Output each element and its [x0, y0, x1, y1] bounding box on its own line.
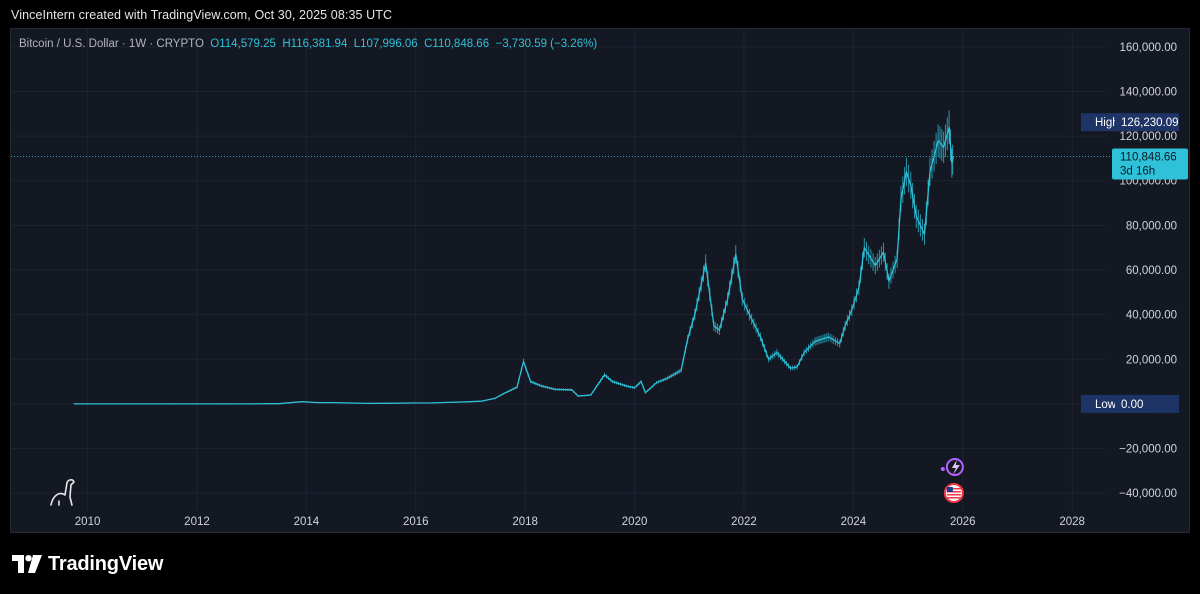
y-tick-label: 60,000.00 — [1126, 265, 1177, 277]
x-tick-label: 2016 — [403, 516, 429, 528]
low: Low 0.00 — [1081, 394, 1179, 413]
price-series-line — [73, 126, 955, 405]
x-tick-label: 2018 — [512, 516, 538, 528]
x-tick-label: 2026 — [950, 516, 976, 528]
us-flag-stripe — [946, 491, 961, 493]
high-value: 126,230.09 — [1121, 117, 1179, 129]
y-tick-label: 140,000.00 — [1119, 86, 1177, 98]
ohlc-change: −3,730.59 (−3.26%) — [495, 38, 598, 50]
flash-event-icon — [940, 458, 964, 476]
symbol-legend: Bitcoin / U.S. Dollar · 1W · CRYPTO O114… — [19, 38, 597, 50]
symbol-name: Bitcoin / U.S. Dollar · 1W · CRYPTO — [19, 38, 204, 50]
us-flag-stripe — [946, 494, 961, 496]
tradingview-brand: TradingView — [12, 552, 163, 576]
y-tick-label: −40,000.00 — [1119, 488, 1177, 500]
high-tag: High — [1095, 117, 1119, 129]
price-chart[interactable]: 2010 2012 2014 2016 2018 2020 2022 2024 2026 2028… — [11, 29, 1191, 534]
current-price-tag-bg — [1112, 148, 1188, 180]
x-tick-label: 2012 — [184, 516, 210, 528]
chart-caption: VinceIntern created with TradingView.com… — [11, 8, 393, 22]
current-price-value: 110,848.66 — [1120, 152, 1177, 164]
low-tag: Low — [1095, 399, 1117, 411]
dinosaur-outline — [50, 479, 75, 506]
low-value-bg — [1115, 394, 1179, 413]
tradingview-logo-icon — [12, 555, 42, 573]
y-tick-label: 20,000.00 — [1126, 354, 1177, 366]
flash-event-ring — [945, 458, 964, 476]
ohlc-close: C110,848.66 — [424, 38, 490, 50]
flash-event-bolt — [951, 460, 960, 475]
y-tick-label: −20,000.00 — [1119, 444, 1177, 456]
y-tick-label: 120,000.00 — [1119, 131, 1177, 143]
us-flag-icon — [943, 483, 964, 503]
y-tick-label: 80,000.00 — [1126, 220, 1177, 232]
x-tick-label: 2024 — [841, 516, 867, 528]
price-wicks — [73, 110, 954, 405]
ohlc-open: O114,579.25 — [210, 38, 276, 50]
high: High 126,230.09 — [1081, 113, 1179, 132]
ohlc-low: L107,996.06 — [353, 38, 418, 50]
x-tick-label: 2014 — [294, 516, 320, 528]
us-flag-canton — [946, 487, 953, 492]
brand-name: TradingView — [48, 552, 164, 575]
x-tick-label: 2020 — [622, 516, 648, 528]
y-tick-label: 40,000.00 — [1126, 310, 1177, 322]
chart-pane[interactable]: 2010 2012 2014 2016 2018 2020 2022 2024 2026 2028… — [10, 28, 1190, 533]
current-price-countdown: 3d 16h — [1120, 166, 1155, 178]
current-price-tag: 110,848.66 3d 16h — [1112, 148, 1188, 180]
low-value: 0.00 — [1121, 399, 1143, 411]
x-tick-label: 2010 — [75, 516, 101, 528]
y-tick-label: 160,000.00 — [1119, 42, 1177, 54]
x-tick-label: 2022 — [731, 516, 757, 528]
flash-event-spark — [940, 467, 945, 471]
us-flag-ring — [943, 483, 964, 503]
us-flag-stripe — [946, 497, 961, 499]
high-value-bg — [1115, 113, 1179, 132]
dinosaur-icon — [50, 479, 75, 506]
grid-lines — [11, 29, 1105, 511]
ohlc-high: H116,381.94 — [282, 38, 348, 50]
x-tick-label: 2028 — [1059, 516, 1085, 528]
us-flag-stripe — [946, 488, 961, 490]
